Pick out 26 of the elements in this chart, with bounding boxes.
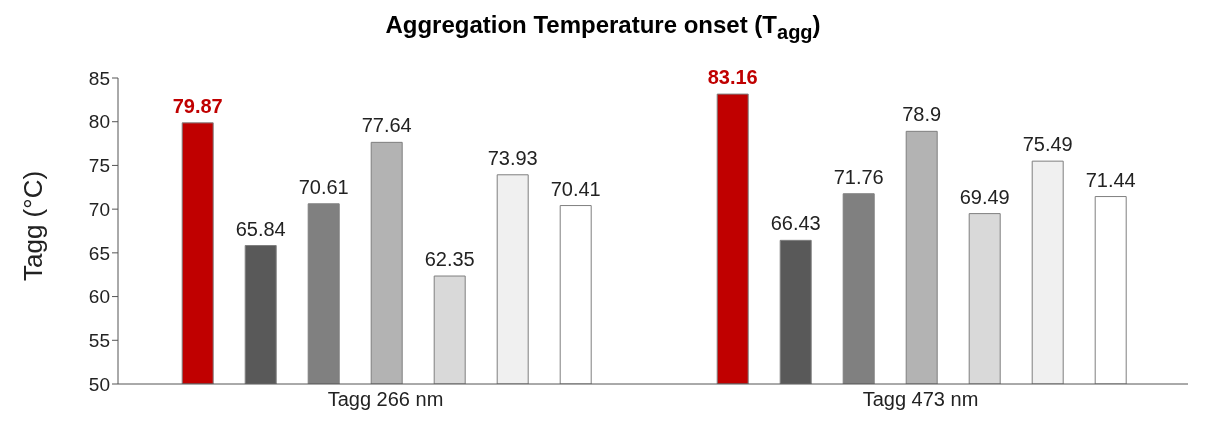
y-tick-label: 85 (88, 67, 110, 89)
x-tick-label: Tagg 473 nm (862, 388, 979, 411)
data-label: 75.49 (1022, 133, 1073, 156)
x-tick-label: Tagg 266 nm (327, 388, 444, 411)
data-label: 83.16 (707, 66, 758, 89)
y-tick-label: 75 (88, 155, 110, 177)
data-label: 78.9 (902, 103, 942, 126)
y-tick-label: 65 (88, 242, 110, 264)
data-label: 62.35 (424, 248, 475, 271)
data-label: 77.64 (361, 114, 412, 137)
data-label: 70.41 (550, 177, 601, 200)
y-tick-label: 60 (88, 286, 110, 308)
chart-title: Aggregation Temperature onset (T$_{agg}$) (384, 10, 822, 44)
y-tick-label: 55 (88, 330, 110, 352)
data-label: 73.93 (487, 146, 538, 169)
data-label: 71.44 (1085, 168, 1136, 191)
data-label: 70.61 (298, 175, 349, 198)
y-tick-label: 80 (88, 111, 110, 133)
data-label: 66.43 (770, 212, 821, 235)
data-label: 65.84 (235, 217, 286, 240)
y-tick-label: 50 (88, 373, 110, 395)
data-label: 71.76 (833, 165, 884, 188)
y-axis-title: Tagg (°C) (18, 170, 49, 281)
y-tick-label: 70 (88, 198, 110, 220)
data-label: 79.87 (172, 94, 223, 117)
data-label: 69.49 (959, 185, 1010, 208)
